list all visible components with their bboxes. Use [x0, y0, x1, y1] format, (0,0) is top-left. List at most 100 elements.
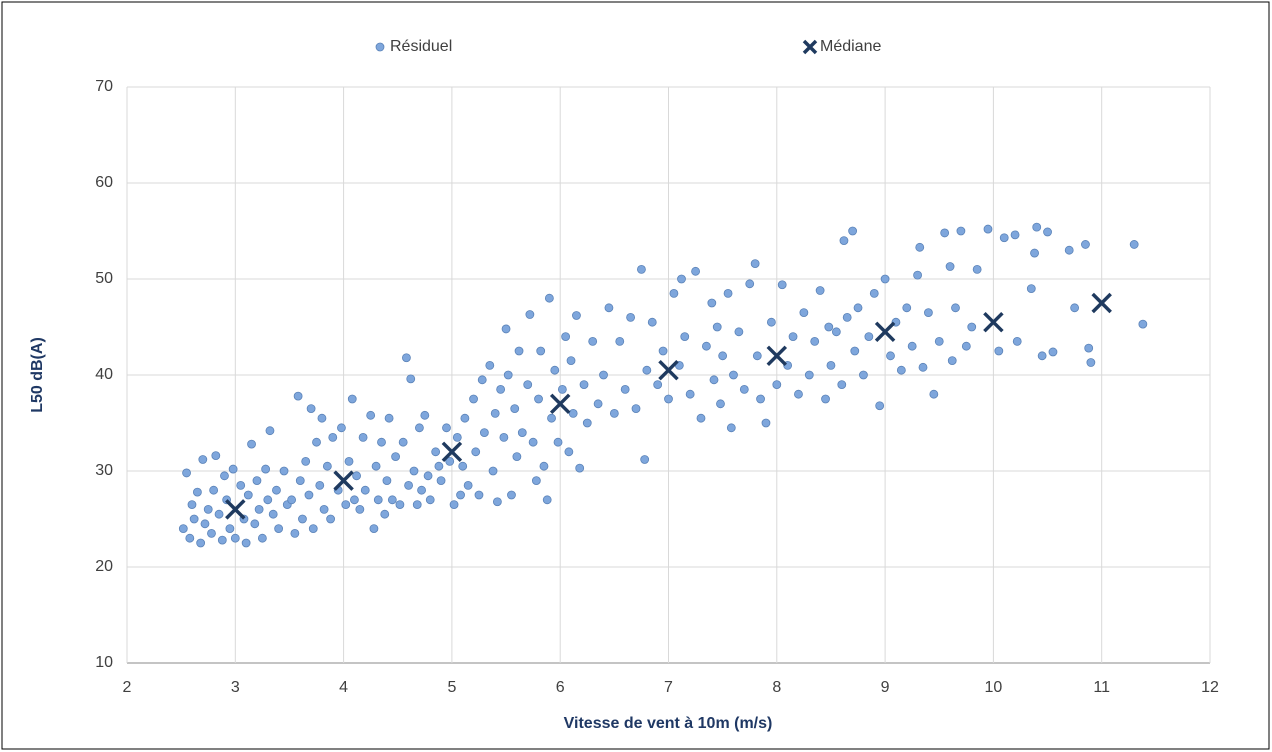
point: [514, 346, 524, 356]
point: [369, 524, 379, 533]
point: [315, 480, 325, 490]
y-tick-label: 50: [95, 270, 113, 287]
point: [869, 288, 879, 298]
point: [1084, 343, 1094, 353]
point: [831, 327, 841, 337]
legend-symbol: [375, 42, 385, 52]
x-tick-label: 2: [123, 679, 132, 696]
point: [642, 365, 652, 375]
point: [352, 471, 361, 481]
point: [230, 533, 240, 543]
point: [458, 461, 468, 471]
point: [528, 437, 538, 447]
point: [1012, 336, 1022, 346]
point: [599, 370, 608, 380]
x-axis-title: Vitesse de vent à 10m (m/s): [564, 715, 773, 732]
point: [295, 476, 305, 486]
point: [864, 332, 874, 342]
point: [274, 524, 284, 533]
x-tick-label: 7: [664, 679, 673, 696]
point: [415, 423, 424, 433]
point: [387, 495, 397, 505]
point: [268, 509, 278, 519]
point: [436, 476, 446, 486]
point: [371, 461, 381, 471]
point: [358, 432, 368, 442]
point: [626, 312, 635, 322]
point: [293, 391, 303, 401]
point: [247, 439, 256, 449]
point: [850, 346, 860, 356]
point: [794, 389, 803, 399]
point: [488, 466, 498, 476]
point: [507, 490, 516, 500]
point: [243, 490, 253, 500]
point: [304, 490, 314, 500]
point: [896, 365, 906, 375]
point: [837, 380, 847, 390]
point: [647, 317, 657, 327]
point: [211, 451, 221, 461]
point: [582, 418, 592, 428]
point: [496, 384, 506, 394]
point: [750, 259, 760, 269]
point: [536, 346, 546, 356]
point: [350, 495, 359, 505]
point: [726, 423, 736, 433]
point: [241, 538, 251, 548]
point: [272, 485, 281, 495]
point: [658, 346, 668, 356]
point: [553, 437, 563, 447]
point: [702, 341, 711, 351]
point: [609, 408, 619, 418]
point: [391, 452, 400, 462]
point: [772, 380, 782, 390]
point: [404, 480, 413, 490]
point: [669, 288, 679, 298]
point: [739, 384, 749, 394]
y-tick-label: 30: [95, 462, 113, 479]
point: [225, 524, 235, 533]
point: [709, 375, 719, 385]
point: [490, 408, 500, 418]
point: [261, 464, 271, 474]
point: [945, 262, 955, 271]
point: [810, 336, 820, 346]
median-marker: [441, 441, 463, 463]
point: [557, 384, 567, 394]
point: [417, 485, 426, 495]
point: [463, 480, 473, 490]
point: [187, 500, 197, 510]
point: [544, 293, 554, 303]
point: [593, 399, 603, 409]
point: [631, 404, 641, 414]
point: [279, 466, 289, 476]
point: [434, 461, 444, 471]
point: [880, 274, 890, 284]
point: [766, 317, 776, 327]
y-tick-label: 60: [95, 174, 113, 191]
x-tick-label: 12: [1201, 679, 1219, 696]
point: [588, 336, 598, 346]
point: [640, 455, 650, 464]
median-marker: [333, 470, 354, 491]
point: [824, 322, 834, 332]
point: [804, 370, 814, 380]
point: [999, 233, 1009, 243]
point: [319, 504, 329, 514]
point: [355, 504, 365, 514]
point: [449, 500, 459, 510]
point: [696, 413, 706, 423]
point: [875, 401, 885, 411]
point: [691, 266, 700, 276]
point: [423, 471, 433, 481]
point: [913, 270, 922, 280]
y-tick-label: 40: [95, 366, 113, 383]
point: [1037, 351, 1047, 361]
point: [192, 487, 202, 497]
point: [1010, 230, 1020, 240]
point: [729, 370, 738, 380]
point: [265, 426, 275, 436]
point: [1070, 303, 1080, 313]
point: [761, 418, 771, 428]
